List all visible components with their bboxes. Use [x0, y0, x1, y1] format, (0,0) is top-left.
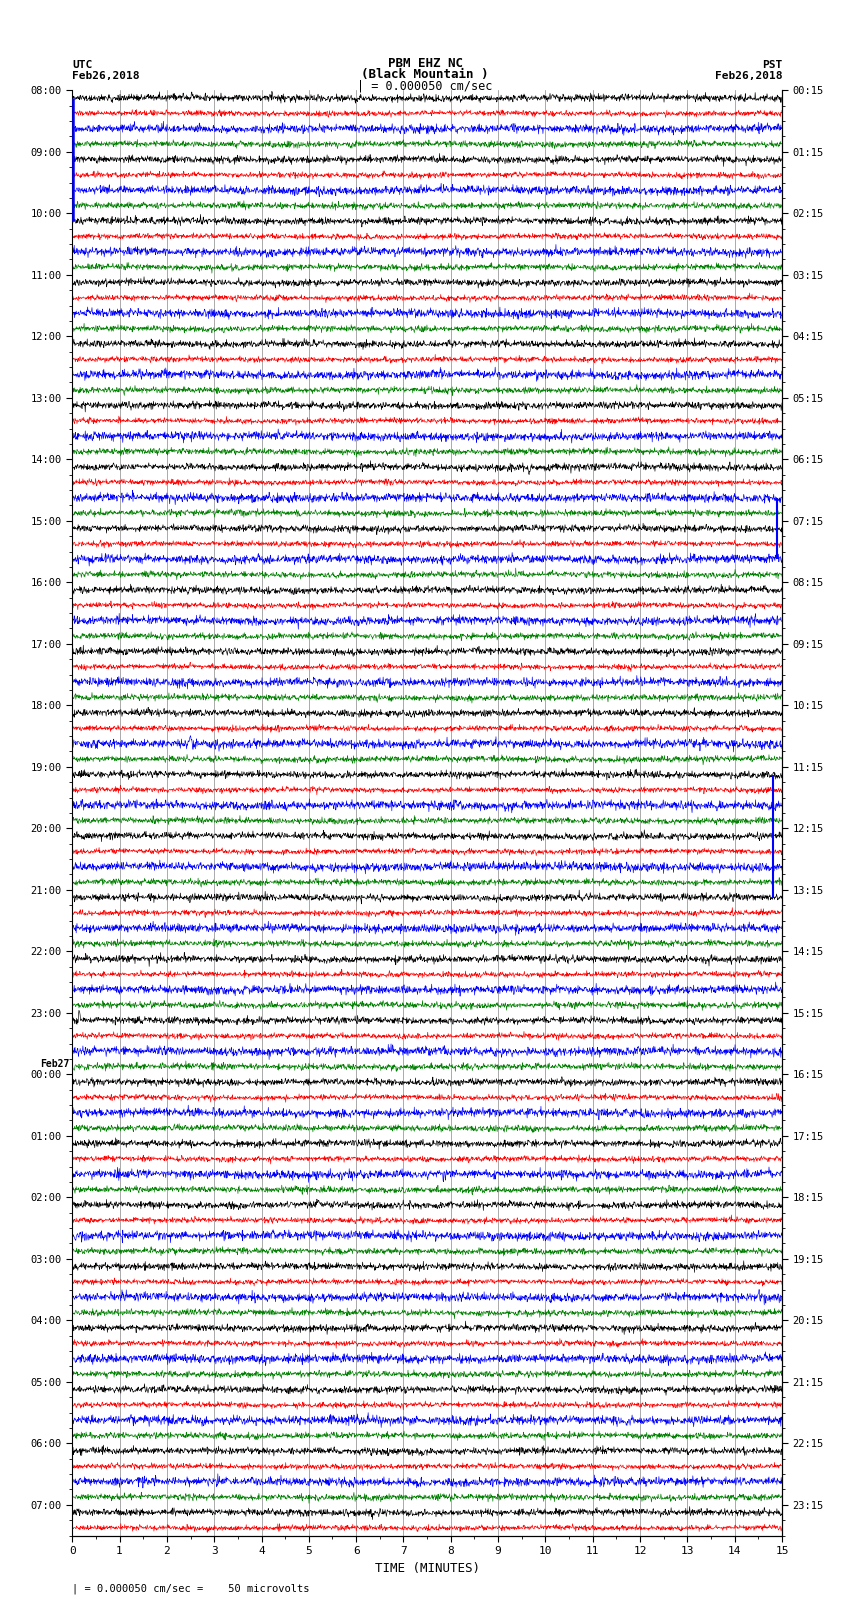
Text: PST: PST [762, 60, 782, 71]
Text: UTC: UTC [72, 60, 93, 71]
X-axis label: TIME (MINUTES): TIME (MINUTES) [375, 1561, 479, 1574]
Text: Feb27: Feb27 [40, 1060, 70, 1069]
Text: | = 0.000050 cm/sec =    50 microvolts: | = 0.000050 cm/sec = 50 microvolts [72, 1582, 309, 1594]
Text: PBM EHZ NC: PBM EHZ NC [388, 56, 462, 71]
Text: Feb26,2018: Feb26,2018 [715, 71, 782, 82]
Text: (Black Mountain ): (Black Mountain ) [361, 68, 489, 82]
Text: | = 0.000050 cm/sec: | = 0.000050 cm/sec [357, 79, 493, 92]
Text: Feb26,2018: Feb26,2018 [72, 71, 139, 82]
